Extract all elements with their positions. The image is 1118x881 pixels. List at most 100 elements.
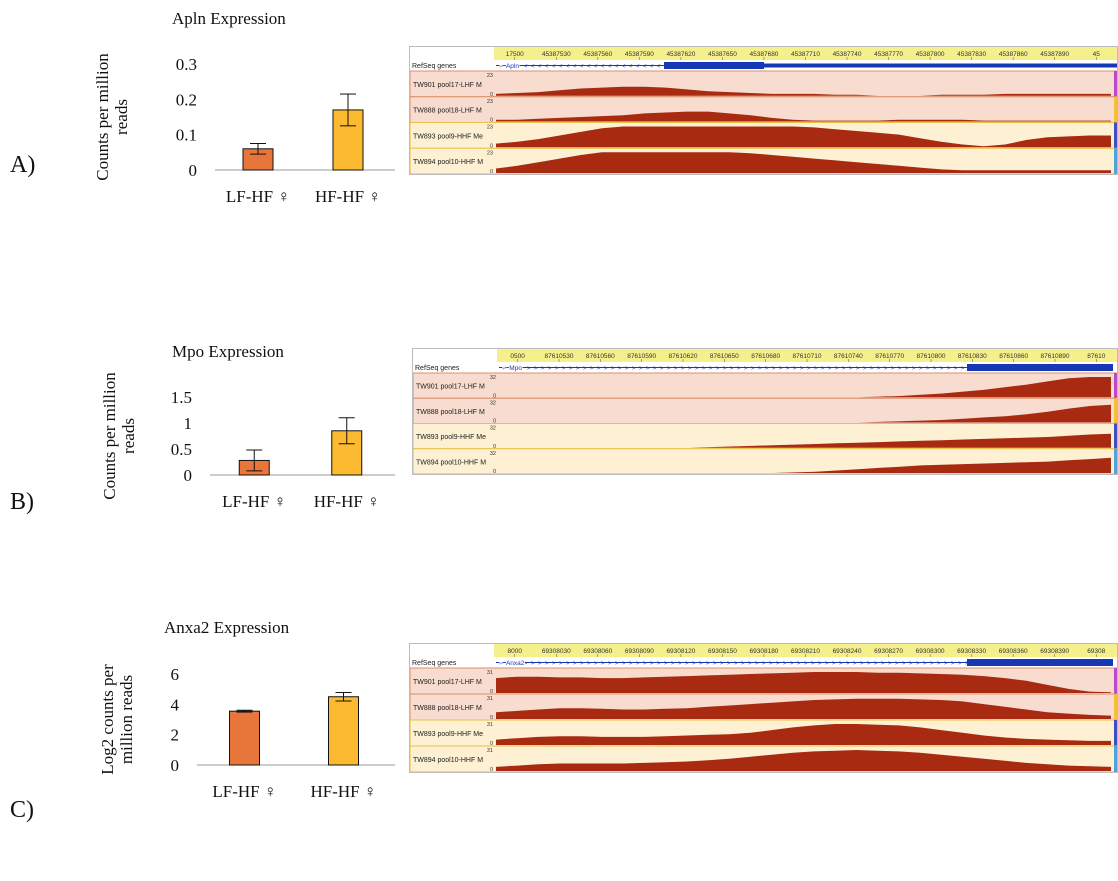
error-bar [338, 417, 355, 445]
track-label: TW888 pool18-LHF M [416, 409, 485, 416]
ruler-tick-label: 45387890 [1040, 51, 1069, 58]
bar [328, 696, 359, 766]
ruler-tick-label: 69308150 [708, 648, 737, 655]
strand-arrow: > [776, 661, 780, 667]
ruler-tick-label: 45387830 [957, 51, 986, 58]
ruler-tick-label: 45387710 [791, 51, 820, 58]
strand-arrow: > [748, 661, 752, 667]
x-tick-label: LF-HF ♀ [222, 492, 286, 511]
strand-arrow: > [524, 661, 528, 667]
track-background [409, 70, 1118, 98]
strand-arrow: > [804, 661, 808, 667]
x-tick-label: HF-HF ♀ [310, 782, 376, 801]
strand-arrow: > [821, 366, 825, 372]
ruler-tick-label: 87610800 [917, 353, 946, 360]
strand-arrow: > [867, 661, 871, 667]
ruler-tick-label: 45387590 [625, 51, 654, 58]
track-color-strip [1114, 398, 1117, 424]
strand-arrow: < [531, 64, 535, 70]
strand-arrow: > [741, 661, 745, 667]
strand-arrow: > [954, 366, 958, 372]
strand-arrow: > [615, 661, 619, 667]
track-max-label: 23 [487, 99, 493, 105]
ruler-tick-label: 45 [1093, 51, 1101, 58]
strand-arrow: > [877, 366, 881, 372]
y-tick-label: 0.2 [176, 90, 197, 109]
y-axis-label-line: reads [112, 99, 131, 135]
coverage-signal [496, 126, 1111, 148]
coverage-signal [499, 404, 1111, 423]
y-axis-label-line: Log2 counts per [98, 664, 117, 775]
track-label: TW901 pool17-LHF M [413, 679, 482, 686]
panel-letter: C) [10, 797, 34, 823]
refseq-label: RefSeq genes [415, 365, 460, 372]
strand-arrow: > [695, 366, 699, 372]
panel-c: C) Anxa2 Expression Log2 counts permillio… [0, 605, 1118, 881]
strand-arrow: > [832, 661, 836, 667]
ruler-bar [494, 644, 1117, 657]
error-bar [246, 449, 263, 472]
track-max-label: 32 [490, 375, 496, 381]
ruler-tick-label: 69308390 [1040, 648, 1069, 655]
track-label: TW888 pool18-LHF M [413, 705, 482, 712]
x-tick-label: LF-HF ♀ [212, 782, 276, 801]
strand-arrow: > [888, 661, 892, 667]
strand-arrow: > [758, 366, 762, 372]
coverage-signal [499, 433, 1111, 448]
strand-arrow: > [793, 366, 797, 372]
ruler-tick-label: 87610770 [875, 353, 904, 360]
ruler-tick-label: 45387680 [750, 51, 779, 58]
strand-arrow: > [653, 366, 657, 372]
strand-arrow: < [643, 64, 647, 70]
ruler-tick-label: 87610590 [627, 353, 656, 360]
strand-arrow: > [786, 366, 790, 372]
y-axis-label: Log2 counts permillion reads [98, 664, 136, 775]
strand-arrow: > [937, 661, 941, 667]
strand-arrow: > [587, 661, 591, 667]
coverage-signal [499, 457, 1111, 473]
y-tick-label: 1.5 [171, 388, 192, 407]
ruler-tick-label: 69308120 [666, 648, 695, 655]
strand-arrow: > [870, 366, 874, 372]
y-tick-label: 6 [171, 665, 180, 684]
coverage-signal [499, 377, 1111, 398]
track-min-label: 0 [490, 715, 493, 721]
strand-arrow: > [898, 366, 902, 372]
strand-arrow: > [590, 366, 594, 372]
chart-title: Anxa2 Expression [164, 618, 290, 637]
error-bar [250, 143, 266, 155]
strand-arrow: > [706, 661, 710, 667]
strand-arrow: > [727, 661, 731, 667]
strand-arrow: > [881, 661, 885, 667]
strand-arrow: > [604, 366, 608, 372]
strand-arrow: < [552, 64, 556, 70]
strand-arrow: > [835, 366, 839, 372]
track-max-label: 31 [487, 670, 493, 676]
track-max-label: 32 [490, 451, 496, 457]
track-label: TW894 pool10-HHF M [413, 159, 483, 166]
strand-arrow: < [594, 64, 598, 70]
strand-arrow: > [800, 366, 804, 372]
strand-arrow: > [811, 661, 815, 667]
track-max-label: 23 [487, 125, 493, 131]
track-color-strip [1114, 668, 1117, 694]
ruler-tick-label: 69308180 [750, 648, 779, 655]
y-tick-label: 0.5 [171, 440, 192, 459]
track-color-strip [1114, 720, 1117, 746]
strand-arrow: > [723, 366, 727, 372]
strand-arrow: > [685, 661, 689, 667]
coverage-signal [496, 750, 1111, 771]
track-color-strip [1114, 746, 1117, 772]
strand-arrow: > [566, 661, 570, 667]
strand-arrow: < [601, 64, 605, 70]
strand-arrow: > [569, 366, 573, 372]
strand-arrow: > [769, 661, 773, 667]
ruler-tick-label: 45387770 [874, 51, 903, 58]
genome-browser-view: 17500 45387530 45387560 45387590 45387620 453… [409, 46, 1118, 175]
panel-a: A) Apln Expression Counts per millionread… [0, 0, 1118, 276]
bar [229, 710, 260, 766]
strand-arrow: > [797, 661, 801, 667]
y-tick-label: 4 [171, 695, 180, 714]
strand-arrow: < [580, 64, 584, 70]
strand-arrow: < [538, 64, 542, 70]
